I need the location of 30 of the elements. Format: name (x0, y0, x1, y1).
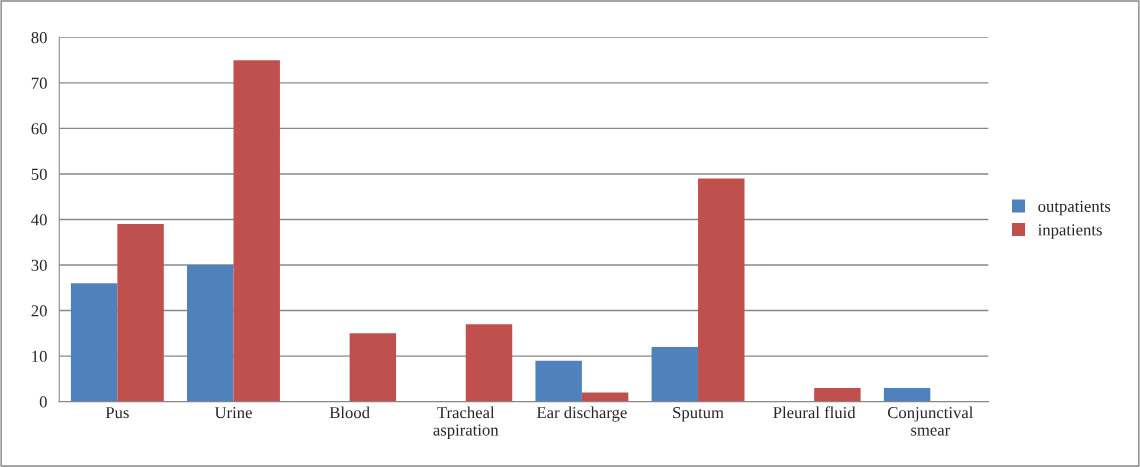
bar (814, 387, 861, 402)
x-tick-label: Conjunctival smear (887, 406, 974, 436)
x-tick-label: Pleural fluid (773, 406, 856, 419)
legend-label: outpatients (1038, 200, 1111, 216)
bar (233, 60, 280, 402)
y-tick-label: 70 (31, 77, 47, 89)
y-tick-label: 60 (31, 123, 47, 135)
bar (535, 360, 582, 402)
x-tick-label: Sputum (673, 407, 724, 422)
bar (651, 346, 699, 402)
x-tick-label: Pus (105, 407, 129, 419)
y-tick-label: 40 (31, 214, 47, 226)
y-tick-label: 50 (31, 168, 47, 180)
bar (883, 387, 931, 402)
y-tick-label: 20 (31, 305, 47, 317)
y-tick-label: 0 (39, 396, 47, 408)
x-tick-label: Urine (214, 407, 252, 419)
bar (70, 283, 118, 402)
y-tick-label: 80 (31, 32, 47, 44)
x-tick-label: Ear discharge (536, 406, 627, 422)
bar (117, 224, 164, 402)
x-tick-label: Blood (329, 406, 370, 419)
legend-label: inpatients (1038, 224, 1102, 239)
bar (349, 333, 397, 402)
bar (187, 265, 234, 402)
bar (698, 178, 745, 402)
y-tick-label: 10 (32, 350, 47, 363)
x-tick-label: Tracheal aspiration (433, 406, 499, 440)
bar (465, 324, 513, 402)
y-tick-label: 30 (31, 259, 47, 271)
